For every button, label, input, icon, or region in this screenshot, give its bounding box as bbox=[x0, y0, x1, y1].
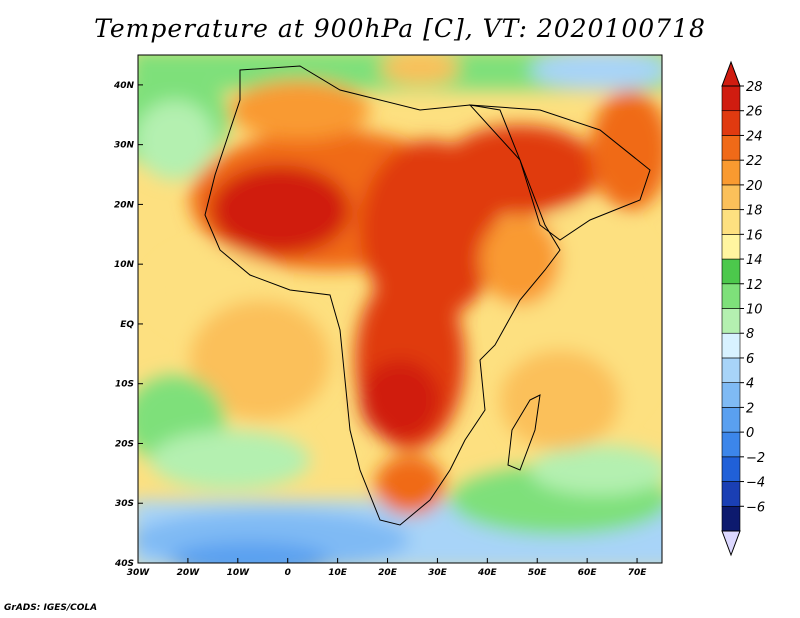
y-tick-label: 30S bbox=[115, 499, 134, 509]
colorbar-min-arrow bbox=[721, 530, 741, 557]
colorbar-segment bbox=[721, 258, 741, 285]
colorbar-segment bbox=[721, 431, 741, 458]
colorbar-label: −2 bbox=[746, 451, 765, 466]
colorbar-segment bbox=[721, 382, 741, 408]
colorbar-segment bbox=[721, 110, 741, 136]
colorbar-label: −6 bbox=[746, 500, 765, 515]
x-tick-label: 10W bbox=[227, 568, 251, 578]
colorbar-label: 20 bbox=[746, 179, 763, 194]
y-tick-label: 40N bbox=[113, 81, 135, 91]
colorbar-label: 26 bbox=[746, 105, 763, 120]
temperature-field bbox=[138, 55, 662, 563]
colorbar-label: −4 bbox=[746, 476, 765, 491]
y-tick-label: 10N bbox=[114, 260, 135, 270]
colorbar-label: 24 bbox=[746, 129, 763, 144]
colorbar-label: 28 bbox=[746, 80, 763, 95]
colorbar-segment bbox=[721, 481, 741, 507]
colorbar-label: 6 bbox=[746, 352, 754, 367]
colorbar-label: 22 bbox=[746, 154, 763, 169]
colorbar-segment bbox=[721, 505, 741, 532]
colorbar-label: 10 bbox=[746, 303, 763, 318]
x-tick-label: 50E bbox=[528, 568, 548, 578]
x-tick-label: 20W bbox=[177, 568, 201, 578]
colorbar-max-arrow bbox=[721, 60, 741, 87]
y-tick-label: 40S bbox=[114, 559, 134, 569]
x-tick-label: 60E bbox=[578, 568, 598, 578]
colorbar-label: 8 bbox=[746, 327, 754, 342]
colorbar-segment bbox=[721, 357, 741, 383]
y-tick-label: 20N bbox=[114, 200, 135, 210]
colorbar-label: 18 bbox=[746, 204, 763, 219]
colorbar-segment bbox=[721, 209, 741, 235]
colorbar-segment bbox=[721, 283, 741, 309]
y-tick-label: 30N bbox=[114, 141, 135, 151]
colorbar-segment bbox=[721, 234, 741, 260]
colorbar-label: 0 bbox=[746, 426, 754, 441]
x-tick-label: 0 bbox=[285, 568, 291, 578]
map-frame bbox=[137, 54, 663, 564]
x-tick-label: 70E bbox=[628, 568, 648, 578]
colorbar-segment bbox=[721, 308, 741, 334]
x-tick-label: 40E bbox=[477, 568, 498, 578]
colorbar-label: 14 bbox=[746, 253, 763, 268]
colorbar-segment bbox=[721, 407, 741, 433]
y-tick-label: EQ bbox=[120, 320, 134, 330]
colorbar-label: 2 bbox=[746, 401, 754, 416]
x-tick-label: 10E bbox=[328, 568, 348, 578]
y-tick-label: 20S bbox=[115, 439, 134, 449]
x-tick-label: 30E bbox=[428, 568, 448, 578]
map-title: Temperature at 900hPa [C], VT: 202010071… bbox=[94, 14, 706, 43]
colorbar-label: 4 bbox=[746, 377, 754, 392]
colorbar-segment bbox=[721, 332, 741, 359]
colorbar-segment bbox=[721, 85, 741, 112]
credit-label: GrADS: IGES/COLA bbox=[4, 603, 98, 613]
colorbar-segment bbox=[721, 456, 741, 482]
x-tick-label: 30W bbox=[127, 568, 151, 578]
colorbar-segment bbox=[721, 135, 741, 161]
colorbar-segment bbox=[721, 184, 741, 210]
y-tick-label: 10S bbox=[115, 380, 134, 390]
colorbar-label: 12 bbox=[746, 278, 763, 293]
colorbar-label: 16 bbox=[746, 228, 763, 243]
colorbar-segment bbox=[721, 159, 741, 186]
axis-ticks: 30W 20W 10W 0 10E 20E 30E 40E 50E 60E 70E 40N 30N 20N… bbox=[113, 81, 647, 578]
x-tick-label: 20E bbox=[378, 568, 398, 578]
